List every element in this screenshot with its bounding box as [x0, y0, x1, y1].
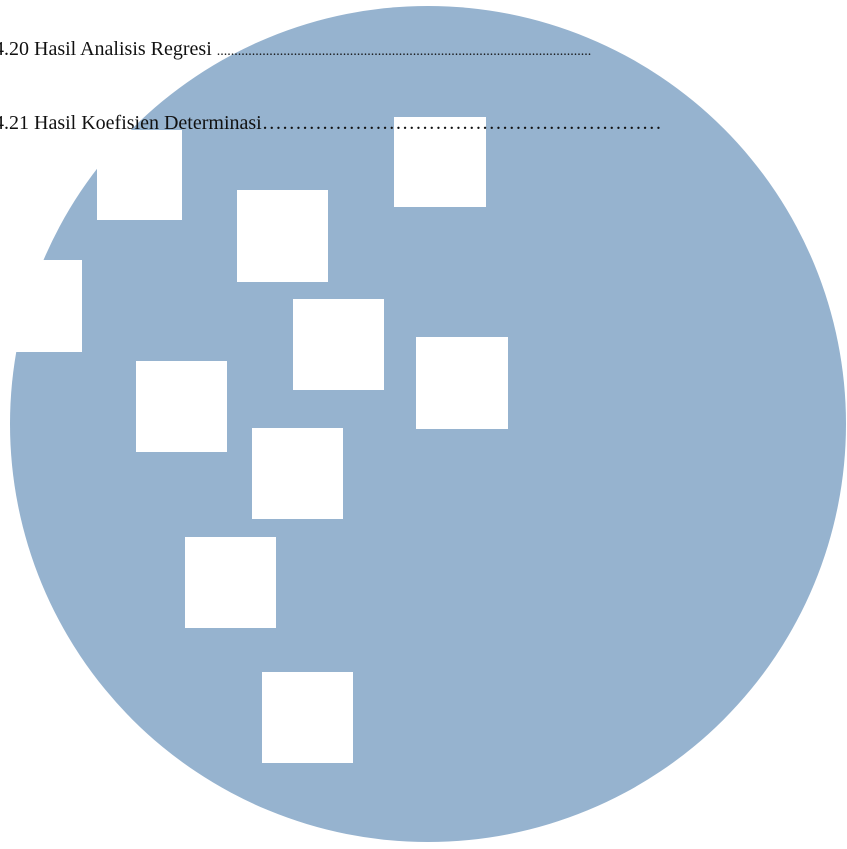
toc-entry-number: 4.20 [0, 38, 29, 60]
watermark-square [252, 428, 343, 519]
watermark-square [0, 260, 82, 352]
toc-entry-leader: ........................................… [217, 44, 592, 59]
toc-entry-leader: …………………………………………………… [262, 112, 662, 134]
watermark-square [262, 672, 353, 763]
toc-entry-title: Hasil Koefisien Determinasi [34, 112, 262, 134]
watermark-square [136, 361, 227, 452]
toc-entry-number: 4.21 [0, 112, 29, 134]
watermark-square [416, 337, 508, 429]
watermark-square [185, 537, 276, 628]
toc-entry-title: Hasil Analisis Regresi [34, 38, 212, 60]
watermark-square [237, 190, 328, 282]
watermark-square [97, 130, 182, 220]
watermark-square [293, 299, 384, 390]
